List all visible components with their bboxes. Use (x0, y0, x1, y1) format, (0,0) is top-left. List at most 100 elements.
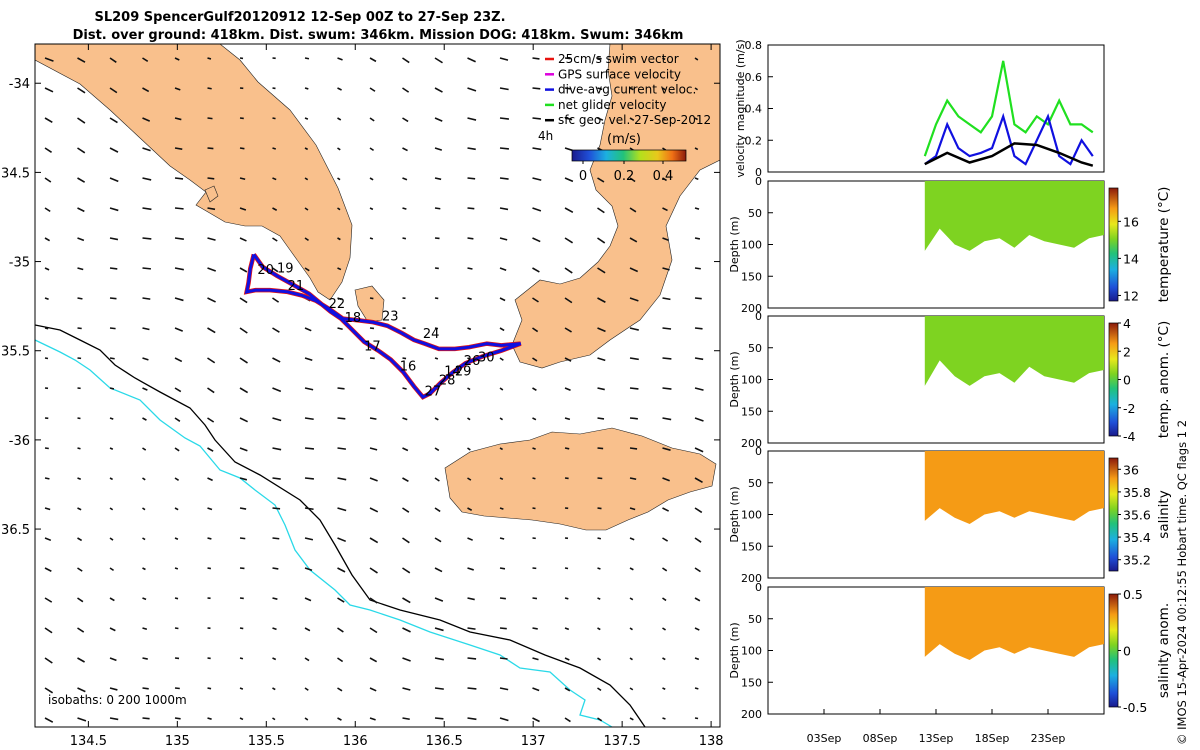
velocity-arrow (467, 117, 477, 121)
velocity-arrow (369, 57, 377, 63)
velocity-arrow (402, 387, 407, 390)
velocity-arrow (499, 177, 509, 180)
velocity-arrow (207, 717, 212, 720)
velocity-arrow (597, 267, 606, 274)
velocity-arrow (337, 57, 343, 61)
day-label: 26 (464, 354, 481, 369)
velocity-arrow (662, 177, 667, 182)
map-x-tick-label: 135 (165, 734, 190, 749)
velocity-arrow (597, 657, 601, 661)
velocity-arrow (77, 597, 84, 603)
velocity-arrow (694, 177, 699, 181)
velocity-arrow (77, 477, 82, 480)
time-axis: 03Sep 08Sep 13Sep 18Sep 23Sep (807, 709, 1066, 745)
velocity-arrow (597, 327, 606, 333)
legend-label: sfc geo. vel. 27-Sep-2012 (558, 113, 711, 127)
velocity-arrow (402, 717, 410, 721)
velocity-arrow (402, 537, 410, 544)
section-colorbar-tick-label: 2 (1123, 344, 1131, 359)
velocity-arrow (402, 87, 410, 93)
velocity-arrow (174, 567, 179, 570)
velocity-arrow (499, 597, 506, 600)
velocity-arrow (142, 537, 146, 541)
time-label: 4h (538, 129, 553, 143)
velocity-arrow (44, 627, 53, 634)
velocity-arrow (44, 567, 52, 572)
velocity-arrow (239, 627, 244, 630)
velocity-arrow (369, 687, 377, 692)
velocity-arrow (142, 357, 149, 361)
velocity-arrow (369, 507, 379, 513)
section-colorbar-tick-label: 35.4 (1123, 530, 1151, 545)
day-label: 14 (444, 365, 461, 380)
day-label: 24 (423, 327, 440, 342)
velocity-arrow (142, 237, 152, 240)
velocity-arrow (532, 687, 540, 692)
velocity-arrow (337, 147, 341, 151)
velocity-arrow (44, 147, 53, 153)
velocity-arrow (77, 297, 83, 300)
velocity-arrow (694, 147, 699, 151)
velocity-arrow (369, 717, 376, 721)
velocity-arrow (597, 477, 603, 480)
map-y-tick-label: 36.5 (1, 523, 30, 538)
velocity-arrow (207, 117, 213, 120)
velocity-arrow (467, 687, 477, 690)
velocity-arrow (402, 147, 408, 152)
day-label: 20 (257, 263, 274, 278)
depth-tick-label: 200 (741, 572, 762, 585)
velocity-arrow (44, 57, 54, 62)
time-tick-label: 18Sep (975, 732, 1010, 745)
velocity-arrow (337, 597, 345, 603)
velocity-arrow (109, 657, 117, 662)
section-data-curtain (924, 451, 1104, 524)
velocity-arrow (44, 237, 51, 242)
velocity-arrow (174, 117, 182, 121)
velocity-arrow (564, 657, 570, 661)
day-label: 30 (478, 350, 495, 365)
velocity-arrow (369, 597, 378, 604)
velocity-arrow (109, 417, 114, 420)
velocity-arrow (532, 627, 538, 630)
depth-tick-label: 0 (755, 175, 762, 188)
velocity-y-tick-label: 0.2 (745, 134, 763, 147)
velocity-arrow (434, 507, 441, 513)
velocity-arrow (499, 687, 509, 691)
velocity-arrow (109, 237, 119, 241)
velocity-arrow (207, 567, 212, 570)
velocity-arrow (597, 117, 604, 121)
depth-tick-label: 150 (741, 676, 762, 689)
velocity-arrow (662, 507, 669, 512)
velocity-arrow (564, 177, 574, 183)
velocity-arrow (44, 507, 51, 511)
velocity-arrow (272, 237, 278, 242)
velocity-arrow (77, 507, 82, 511)
section-panel: 0 50 100 150 200 Depth (m) -0.5 0 0.5 salinity an… (728, 581, 1172, 721)
velocity-arrow (142, 627, 148, 631)
velocity-arrow (44, 327, 49, 330)
depth-tick-label: 50 (748, 613, 762, 626)
velocity-arrow (467, 147, 476, 151)
velocity-arrow (109, 687, 118, 691)
velocity-arrow (77, 657, 85, 663)
velocity-arrow (597, 357, 606, 362)
map-x-tick-label: 135.5 (248, 734, 285, 749)
velocity-arrow (402, 477, 409, 483)
velocity-arrow (629, 327, 639, 331)
velocity-arrow (694, 717, 699, 720)
velocity-arrow (109, 387, 115, 390)
velocity-arrow (467, 267, 473, 270)
velocity-arrow (467, 207, 475, 210)
velocity-arrow (662, 657, 666, 661)
map-x-tick-label: 138 (699, 734, 724, 749)
time-tick-label: 23Sep (1031, 732, 1066, 745)
section-data-curtain (924, 316, 1104, 386)
velocity-arrow (629, 537, 635, 541)
velocity-arrow (629, 477, 637, 481)
velocity-arrow (239, 267, 248, 273)
velocity-arrow (402, 237, 407, 240)
velocity-arrow (564, 447, 570, 450)
velocity-arrow (77, 687, 86, 693)
velocity-arrow (434, 447, 440, 452)
depth-tick-label: 200 (741, 302, 762, 315)
